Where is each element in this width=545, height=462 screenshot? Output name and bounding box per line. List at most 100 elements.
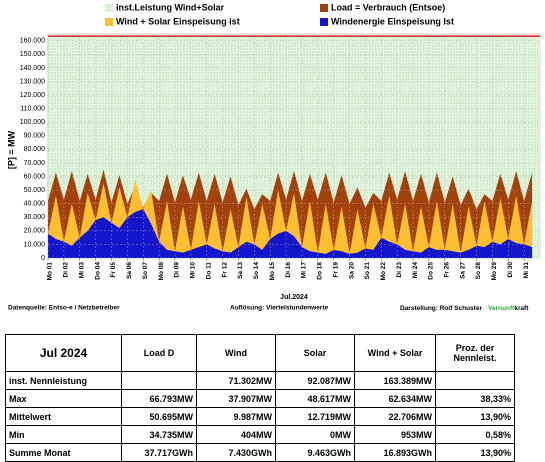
y-tick-label: 110.000 — [20, 106, 45, 113]
table-cell: 66.793MW — [121, 389, 197, 408]
y-tick-label: 50.000 — [24, 187, 46, 194]
y-tick-label: 0 — [41, 255, 45, 262]
table-cell: 48.617MW — [275, 389, 355, 408]
y-tick-label: 80.000 — [24, 146, 46, 153]
table-row: inst. Nennleistung 71.302MW 92.087MW 163.38… — [5, 371, 515, 390]
table-cell: 13,90% — [435, 407, 515, 426]
y-tick-label: 100.000 — [20, 119, 45, 126]
legend-swatch — [105, 4, 113, 12]
x-axis-title: Jul.2024 — [280, 294, 308, 301]
author: Darstellung: Rolf Schuster — [400, 305, 482, 312]
x-tick-label: Mi 31 — [523, 262, 530, 279]
table-cell: 404MW — [196, 425, 276, 444]
table-cell: inst. Nennleistung — [5, 371, 122, 390]
table-cell: 50.695MW — [121, 407, 197, 426]
x-tick-label: So 14 — [253, 262, 260, 280]
table-cell: Jul 2024 — [5, 334, 122, 372]
table-row: Mittelwert 50.695MW 9.987MW 12.719MW 22.706M… — [5, 407, 515, 426]
x-tick-label: Mo 01 — [47, 262, 54, 281]
footer-source: Datenquelle: Entso-e / Netzbetreiber — [8, 305, 120, 312]
legend-swatch — [105, 18, 113, 26]
y-tick-label: 70.000 — [24, 160, 46, 167]
table-cell: 22.706MW — [354, 407, 436, 426]
table-cell: Proz. der Nennleist. — [435, 334, 515, 372]
table-cell: Wind — [196, 334, 276, 372]
legend-label: Load = Verbrauch (Entsoe) — [331, 2, 445, 12]
table-cell: 38,33% — [435, 389, 515, 408]
table-cell: 12.719MW — [275, 407, 355, 426]
table-cell: Min — [5, 425, 122, 444]
x-tick-label: Di 30 — [507, 262, 514, 278]
table-row: Max 66.793MW 37.907MW 48.617MW 62.634MW 38,33… — [5, 389, 515, 408]
table-cell: 0MW — [275, 425, 355, 444]
table-cell: 71.302MW — [196, 371, 276, 390]
x-tick-label: Sa 27 — [459, 262, 466, 279]
x-tick-label: Mo 08 — [158, 262, 165, 281]
y-tick-label: 140.000 — [20, 65, 45, 72]
legend-label: inst.Leistung Wind+Solar — [116, 2, 225, 12]
chart: [P] = MW Jul.2024 Datenquelle: Entso-e /… — [6, 2, 541, 312]
table-cell: Mittelwert — [5, 407, 122, 426]
x-tick-label: Sa 20 — [348, 262, 355, 279]
legend-swatch — [320, 18, 328, 26]
brand: kraft — [514, 305, 529, 312]
x-tick-label: Fr 05 — [110, 262, 117, 278]
x-tick-label: So 07 — [142, 262, 149, 280]
y-tick-label: 10.000 — [24, 241, 46, 248]
x-tick-label: Do 11 — [205, 262, 212, 280]
x-tick-label: Mi 17 — [301, 262, 308, 279]
table-cell: 953MW — [354, 425, 436, 444]
table-cell: 9.987MW — [196, 407, 276, 426]
table-cell: 163.389MW — [354, 371, 436, 390]
table-cell: 62.634MW — [354, 389, 436, 408]
table-cell — [121, 371, 197, 390]
x-tick-label: Mo 22 — [380, 262, 387, 281]
x-tick-label: Sa 06 — [126, 262, 133, 279]
y-tick-label: 120.000 — [20, 92, 45, 99]
footer-author: Darstellung: Rolf Schuster Vernunftkraft — [400, 305, 529, 312]
x-tick-label: So 28 — [475, 262, 482, 280]
x-tick-label: Do 25 — [428, 262, 435, 280]
y-tick-label: 130.000 — [20, 78, 45, 85]
y-tick-label: 60.000 — [24, 173, 46, 180]
y-tick-label: 160.000 — [20, 38, 45, 45]
x-tick-label: Sa 13 — [237, 262, 244, 279]
x-tick-label: Mi 03 — [78, 262, 85, 279]
y-tick-label: 30.000 — [24, 214, 46, 221]
area — [48, 179, 533, 258]
x-tick-label: Di 23 — [396, 262, 403, 278]
table-cell: 34.735MW — [121, 425, 197, 444]
table-cell: Max — [5, 389, 122, 408]
table-cell: Load D — [121, 334, 197, 372]
area — [48, 209, 533, 258]
x-tick-label: Mo 15 — [269, 262, 276, 281]
x-tick-label: Di 02 — [63, 262, 70, 278]
table-row: Min 34.735MW 404MW 0MW 953MW 0,58% — [5, 425, 515, 444]
y-axis-title: [P] = MW — [6, 130, 16, 169]
table-cell: Wind + Solar — [354, 334, 436, 372]
table-cell: 37.907MW — [196, 389, 276, 408]
x-tick-label: So 21 — [364, 262, 371, 280]
table-cell: 0,58% — [435, 425, 515, 444]
x-tick-label: Mo 29 — [491, 262, 498, 281]
legend-label: Windenergie Einspeisung Ist — [331, 16, 454, 26]
brand: Vernunft — [488, 305, 515, 312]
x-tick-label: Di 09 — [174, 262, 181, 278]
x-tick-label: Di 16 — [285, 262, 292, 278]
y-tick-label: 90.000 — [24, 133, 46, 140]
table-cell — [435, 371, 515, 390]
x-tick-label: Mi 24 — [412, 262, 419, 279]
table-row: Jul 2024 Load D Wind Solar Wind + Solar Proz.… — [5, 334, 515, 372]
legend-label: Wind + Solar Einspeisung ist — [116, 16, 240, 26]
x-tick-label: Fr 26 — [443, 262, 450, 278]
footer-resolution: Auflösung: Viertelstundenwerte — [230, 305, 328, 312]
y-tick-label: 40.000 — [24, 201, 46, 208]
y-tick-label: 150.000 — [20, 51, 45, 58]
summary-table: Jul 2024 Load D Wind Solar Wind + Solar Proz.… — [5, 334, 515, 462]
legend-swatch — [320, 4, 328, 12]
x-tick-label: Fr 12 — [221, 262, 228, 278]
y-tick-label: 20.000 — [24, 228, 46, 235]
x-tick-label: Do 04 — [94, 262, 101, 280]
x-tick-label: Fr 19 — [332, 262, 339, 278]
